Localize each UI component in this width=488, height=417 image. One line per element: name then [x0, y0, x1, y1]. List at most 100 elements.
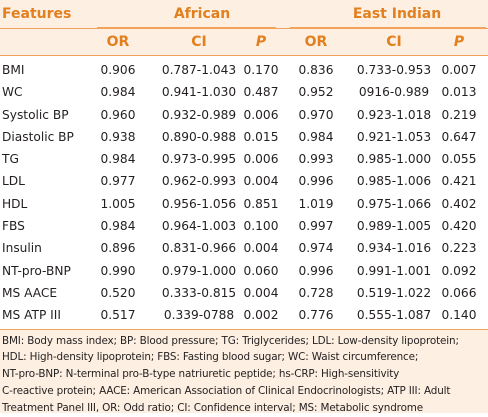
east-indian-or: 0.996 — [298, 263, 334, 278]
east-indian-ci: 0.985-1.006 — [356, 174, 432, 189]
east-indian-ci: 0.921-1.053 — [356, 129, 432, 144]
header-col-east-indian-or: OR — [304, 34, 328, 50]
group-rule-east-indian — [290, 27, 486, 28]
table-row: HDL 1.005 0.956-1.056 0.851 1.019 0.975-… — [0, 193, 488, 215]
east-indian-ci: 0.519-1.022 — [356, 285, 432, 300]
row-feature: BMI — [2, 63, 25, 77]
african-or: 0.896 — [100, 241, 136, 256]
african-ci: 0.333-0.815 — [161, 285, 237, 300]
african-or: 0.984 — [100, 152, 136, 167]
row-feature: FBS — [2, 219, 25, 234]
row-feature: MS ATP III — [2, 308, 61, 323]
east-indian-p: 0.647 — [441, 129, 477, 144]
east-indian-ci: 0.989-1.005 — [356, 219, 432, 234]
african-p: 0.851 — [243, 196, 279, 211]
header-features: Features — [2, 6, 72, 22]
row-feature: Diastolic BP — [2, 129, 74, 144]
east-indian-or: 0.952 — [298, 85, 334, 100]
table-row: FBS 0.984 0.964-1.003 0.100 0.997 0.989-… — [0, 215, 488, 237]
header-col-african-p: P — [255, 34, 267, 50]
african-or: 0.984 — [100, 85, 136, 100]
east-indian-p: 0.013 — [441, 85, 477, 100]
row-feature: Insulin — [2, 241, 42, 256]
row-feature: MS AACE — [2, 285, 58, 300]
header-col-east-indian-ci: CI — [386, 34, 402, 50]
african-ci: 0.962-0.993 — [161, 174, 237, 189]
african-or: 0.906 — [100, 63, 136, 77]
african-p: 0.006 — [243, 152, 279, 167]
african-or: 0.990 — [100, 263, 136, 278]
table-body: BMI 0.906 0.787-1.043 0.170 0.836 0.733-… — [0, 56, 488, 327]
table-row: Diastolic BP 0.938 0.890-0.988 0.015 0.9… — [0, 126, 488, 148]
east-indian-p: 0.092 — [441, 263, 477, 278]
african-p: 0.060 — [243, 263, 279, 278]
table-row: MS ATP III 0.517 0.339-0788 0.002 0.776 … — [0, 304, 488, 326]
east-indian-p: 0.420 — [441, 219, 477, 234]
header-col-african-or: OR — [106, 34, 130, 50]
east-indian-or: 0.728 — [298, 285, 334, 300]
table-header-groups: Features African East Indian — [0, 0, 488, 29]
east-indian-p: 0.402 — [441, 196, 477, 211]
table-row: TG 0.984 0.973-0.995 0.006 0.993 0.985-1… — [0, 148, 488, 170]
african-p: 0.487 — [243, 85, 279, 100]
african-ci: 0.979-1.000 — [161, 263, 237, 278]
table-footnote: BMI: Body mass index; BP: Blood pressure… — [0, 328, 488, 414]
header-col-east-indian-p: P — [453, 34, 465, 50]
east-indian-p: 0.007 — [441, 63, 477, 77]
east-indian-p: 0.055 — [441, 152, 477, 167]
african-or: 0.984 — [100, 219, 136, 234]
east-indian-ci: 0.975-1.066 — [356, 196, 432, 211]
row-feature: TG — [2, 152, 19, 167]
table-row: LDL 0.977 0.962-0.993 0.004 0.996 0.985-… — [0, 170, 488, 192]
african-p: 0.100 — [243, 219, 279, 234]
african-or: 0.517 — [100, 308, 136, 323]
row-feature: NT-pro-BNP — [2, 263, 71, 278]
row-feature: LDL — [2, 174, 25, 189]
african-or: 0.520 — [100, 285, 136, 300]
east-indian-or: 0.997 — [298, 219, 334, 234]
east-indian-or: 0.836 — [298, 63, 334, 77]
african-or: 0.977 — [100, 174, 136, 189]
african-ci: 0.890-0.988 — [161, 129, 237, 144]
table-row: MS AACE 0.520 0.333-0.815 0.004 0.728 0.… — [0, 282, 488, 304]
east-indian-or: 1.019 — [298, 196, 334, 211]
group-rule-african — [97, 27, 276, 28]
row-feature: HDL — [2, 196, 28, 211]
row-feature: WC — [2, 85, 23, 100]
table-row: Insulin 0.896 0.831-0.966 0.004 0.974 0.… — [0, 237, 488, 259]
african-p: 0.002 — [243, 308, 279, 323]
east-indian-p: 0.140 — [441, 308, 477, 323]
table-header-columns: OR CI P OR CI P — [0, 29, 488, 56]
footnote-line: Treatment Panel III, OR: Odd ratio; CI: … — [2, 401, 424, 414]
east-indian-or: 0.974 — [298, 241, 334, 256]
east-indian-ci: 0.923-1.018 — [356, 107, 432, 122]
header-col-african-ci: CI — [191, 34, 207, 50]
table-row: BMI 0.906 0.787-1.043 0.170 0.836 0.733-… — [0, 59, 488, 81]
african-or: 0.938 — [100, 129, 136, 144]
african-or: 0.960 — [100, 107, 136, 122]
footnote-line: C-reactive protein; AACE: American Assoc… — [2, 384, 451, 397]
african-ci: 0.973-0.995 — [161, 152, 237, 167]
african-ci: 0.932-0.989 — [161, 107, 237, 122]
east-indian-p: 0.066 — [441, 285, 477, 300]
header-group-african: African — [173, 6, 231, 22]
table-row: NT-pro-BNP 0.990 0.979-1.000 0.060 0.996… — [0, 260, 488, 282]
african-ci: 0.339-0788 — [163, 308, 235, 323]
east-indian-or: 0.984 — [298, 129, 334, 144]
african-p: 0.004 — [243, 174, 279, 189]
african-ci: 0.787-1.043 — [161, 63, 237, 77]
african-p: 0.004 — [243, 285, 279, 300]
east-indian-or: 0.970 — [298, 107, 334, 122]
header-group-east-indian: East Indian — [352, 6, 442, 22]
footnote-line: BMI: Body mass index; BP: Blood pressure… — [2, 334, 459, 347]
east-indian-or: 0.993 — [298, 152, 334, 167]
african-ci: 0.964-1.003 — [161, 219, 237, 234]
table-row: Systolic BP 0.960 0.932-0.989 0.006 0.97… — [0, 104, 488, 126]
east-indian-p: 0.421 — [441, 174, 477, 189]
african-p: 0.006 — [243, 107, 279, 122]
african-ci: 0.956-1.056 — [161, 196, 237, 211]
east-indian-ci: 0.555-1.087 — [356, 308, 432, 323]
footnote-line: HDL: High-density lipoprotein; FBS: Fast… — [2, 351, 419, 364]
east-indian-p: 0.223 — [441, 241, 477, 256]
